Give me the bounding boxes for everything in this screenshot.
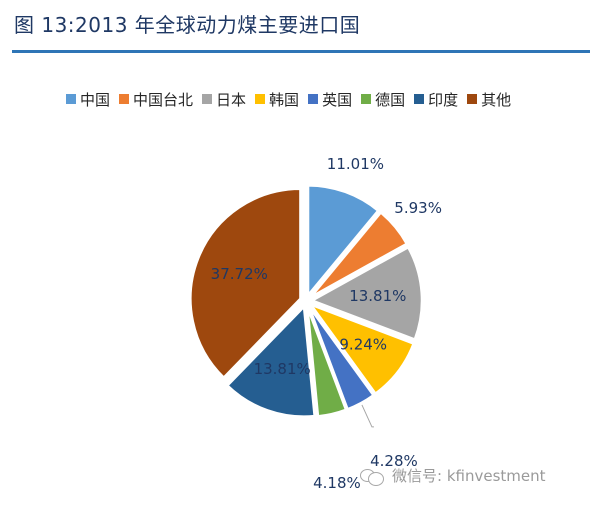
legend-label: 印度	[428, 90, 459, 109]
legend-label: 德国	[375, 90, 406, 109]
legend-label: 韩国	[269, 90, 300, 109]
slice-data-label: 13.81%	[349, 287, 406, 305]
pie-slice	[309, 245, 424, 342]
slice-data-label: 37.72%	[211, 265, 268, 283]
pie-slice	[306, 184, 380, 299]
legend-item: 英国	[308, 89, 352, 110]
legend-swatch	[66, 94, 76, 104]
legend-item: 中国	[66, 89, 110, 110]
legend-item: 日本	[202, 89, 246, 110]
chart-title: 图 13:2013 年全球动力煤主要进口国	[14, 13, 361, 37]
pie-slice	[306, 306, 348, 418]
slice-data-label: 9.24%	[339, 336, 387, 354]
slice-data-label: 13.81%	[254, 360, 311, 378]
slice-data-label: 4.18%	[313, 474, 361, 492]
legend-swatch	[202, 94, 213, 104]
legend-item: 其他	[467, 89, 511, 110]
legend-label: 其他	[481, 90, 512, 109]
legend-item: 印度	[414, 89, 458, 110]
pie-slice	[307, 301, 416, 396]
legend-swatch	[119, 94, 130, 104]
legend-swatch	[361, 94, 372, 104]
legend-item: 中国台北	[119, 89, 193, 110]
legend-swatch	[467, 94, 478, 104]
pie-slice	[225, 303, 317, 418]
legend-swatch	[308, 94, 319, 104]
legend-label: 中国	[80, 90, 111, 109]
legend-label: 中国台北	[133, 90, 194, 109]
pie-slice	[189, 187, 302, 380]
slice-data-label: 4.28%	[370, 452, 418, 470]
legend-item: 德国	[361, 89, 405, 110]
title-divider	[12, 50, 590, 53]
legend-swatch	[255, 94, 266, 104]
slice-data-label: 5.93%	[394, 199, 442, 217]
legend-swatch	[414, 94, 425, 104]
legend-label: 日本	[216, 90, 247, 109]
pie-slice	[309, 210, 409, 299]
legend: 中国 中国台北 日本 韩国 英国 德国 印度 其他	[66, 86, 520, 112]
wechat-icon	[360, 466, 386, 486]
pie-slice	[307, 305, 376, 411]
leader-line	[361, 404, 374, 428]
legend-label: 英国	[322, 90, 353, 109]
watermark-text: 微信号: kfinvestment	[392, 467, 546, 485]
legend-item: 韩国	[255, 89, 299, 110]
watermark: 微信号: kfinvestment	[360, 465, 546, 486]
slice-data-label: 11.01%	[327, 155, 384, 173]
